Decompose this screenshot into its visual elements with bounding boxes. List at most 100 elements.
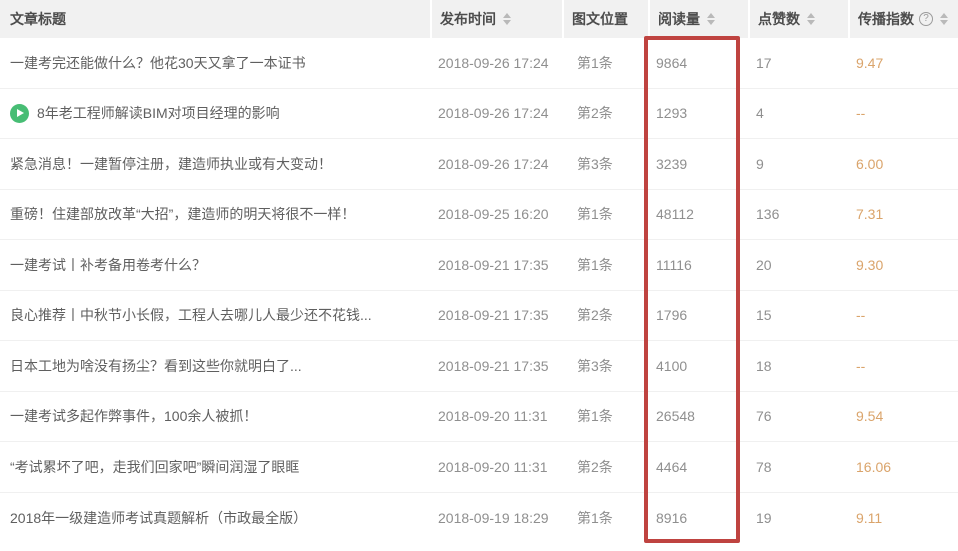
column-header-publish-time[interactable]: 发布时间 [430, 0, 562, 38]
position-cell: 第1条 [562, 240, 648, 290]
reads-cell: 4464 [648, 442, 748, 492]
spread-index-value: 9.54 [856, 408, 884, 425]
position: 第1条 [577, 256, 613, 273]
column-header-reads[interactable]: 阅读量 [648, 0, 748, 38]
position-cell: 第2条 [562, 442, 648, 492]
likes-value: 19 [756, 509, 772, 526]
article-title-cell: 紧急消息！一建暂停注册，建造师执业或有大变动！ [0, 139, 430, 189]
column-header-title: 文章标题 [0, 0, 430, 38]
spread-index-value: 6.00 [856, 155, 884, 172]
position: 第3条 [577, 357, 613, 374]
table-row: 一建考完还能做什么？他花30天又拿了一本证书 2018-09-26 17:24 … [0, 38, 958, 89]
sort-down-caret-icon [807, 20, 815, 25]
spread-index-cell: 9.47 [848, 38, 958, 88]
article-title[interactable]: “考试累坏了吧，走我们回家吧”瞬间润湿了眼眶 [10, 458, 300, 475]
position-cell: 第1条 [562, 392, 648, 442]
publish-time-cell: 2018-09-26 17:24 [430, 89, 562, 139]
reads-cell: 3239 [648, 139, 748, 189]
spread-index-value: 9.30 [856, 256, 884, 273]
likes-value: 15 [756, 307, 772, 324]
sort-down-caret-icon [707, 20, 715, 25]
position: 第1条 [577, 408, 613, 425]
article-title-cell: 良心推荐丨中秋节小长假，工程人去哪儿人最少还不花钱... [0, 291, 430, 341]
position-cell: 第2条 [562, 291, 648, 341]
article-title-cell: 2018年一级建造师考试真题解析（市政最全版） [0, 493, 430, 544]
position-cell: 第3条 [562, 139, 648, 189]
reads-cell: 48112 [648, 190, 748, 240]
publish-time-cell: 2018-09-19 18:29 [430, 493, 562, 544]
sort-icon[interactable] [707, 13, 715, 25]
position: 第1条 [577, 54, 613, 71]
spread-index-value: 9.11 [856, 509, 883, 526]
likes-value: 78 [756, 458, 772, 475]
publish-time-cell: 2018-09-25 16:20 [430, 190, 562, 240]
column-header-position-label: 图文位置 [572, 11, 628, 27]
reads-cell: 4100 [648, 341, 748, 391]
article-title[interactable]: 日本工地为啥没有扬尘？看到这些你就明白了... [10, 357, 302, 374]
spread-index-cell: -- [848, 291, 958, 341]
spread-index-value: 9.47 [856, 54, 884, 71]
article-title[interactable]: 一建考完还能做什么？他花30天又拿了一本证书 [10, 54, 306, 71]
sort-icon[interactable] [503, 13, 511, 25]
article-title-cell: 一建考试多起作弊事件，100余人被抓！ [0, 392, 430, 442]
article-title[interactable]: 一建考试多起作弊事件，100余人被抓！ [10, 408, 258, 425]
likes-cell: 18 [748, 341, 848, 391]
spread-index-cell: 9.54 [848, 392, 958, 442]
position-cell: 第2条 [562, 89, 648, 139]
likes-cell: 9 [748, 139, 848, 189]
likes-value: 9 [756, 155, 764, 172]
spread-index-cell: -- [848, 341, 958, 391]
spread-index-value: -- [856, 307, 866, 324]
article-title[interactable]: 一建考试丨补考备用卷考什么？ [10, 256, 206, 273]
spread-index-value: 16.06 [856, 458, 892, 475]
likes-cell: 136 [748, 190, 848, 240]
likes-cell: 20 [748, 240, 848, 290]
reads-cell: 26548 [648, 392, 748, 442]
likes-cell: 4 [748, 89, 848, 139]
likes-value: 136 [756, 206, 780, 223]
reads-cell: 1293 [648, 89, 748, 139]
position-cell: 第1条 [562, 493, 648, 544]
table-body: 一建考完还能做什么？他花30天又拿了一本证书 2018-09-26 17:24 … [0, 38, 958, 543]
sort-icon[interactable] [940, 13, 948, 25]
sort-icon[interactable] [807, 13, 815, 25]
spread-index-cell: 16.06 [848, 442, 958, 492]
article-title[interactable]: 8年老工程师解读BIM对项目经理的影响 [37, 105, 280, 122]
position-cell: 第1条 [562, 38, 648, 88]
position-cell: 第3条 [562, 341, 648, 391]
column-header-likes-label: 点赞数 [758, 11, 800, 27]
table-row: “考试累坏了吧，走我们回家吧”瞬间润湿了眼眶 2018-09-20 11:31 … [0, 442, 958, 493]
article-title[interactable]: 良心推荐丨中秋节小长假，工程人去哪儿人最少还不花钱... [10, 307, 372, 324]
reads-value: 8916 [656, 509, 688, 526]
table-row: 一建考试丨补考备用卷考什么？ 2018-09-21 17:35 第1条 1111… [0, 240, 958, 291]
publish-time: 2018-09-26 17:24 [438, 155, 549, 172]
article-title-cell: 8年老工程师解读BIM对项目经理的影响 [0, 89, 430, 139]
article-title[interactable]: 紧急消息！一建暂停注册，建造师执业或有大变动！ [10, 155, 332, 172]
article-title-cell: “考试累坏了吧，走我们回家吧”瞬间润湿了眼眶 [0, 442, 430, 492]
sort-up-caret-icon [807, 13, 815, 18]
position-cell: 第1条 [562, 190, 648, 240]
help-icon[interactable]: ? [919, 12, 933, 26]
reads-value: 4100 [656, 357, 688, 374]
spread-index-cell: 6.00 [848, 139, 958, 189]
publish-time: 2018-09-20 11:31 [438, 458, 548, 475]
column-header-spread-index[interactable]: 传播指数 ? [848, 0, 958, 38]
position: 第3条 [577, 155, 613, 172]
article-title[interactable]: 2018年一级建造师考试真题解析（市政最全版） [10, 509, 308, 526]
sort-up-caret-icon [707, 13, 715, 18]
table-row: 8年老工程师解读BIM对项目经理的影响 2018-09-26 17:24 第2条… [0, 89, 958, 139]
column-header-spread-index-label: 传播指数 [858, 11, 914, 27]
reads-value: 3239 [656, 155, 688, 172]
reads-value: 4464 [656, 458, 688, 475]
likes-cell: 15 [748, 291, 848, 341]
spread-index-value: 7.31 [856, 206, 884, 223]
publish-time-cell: 2018-09-21 17:35 [430, 291, 562, 341]
reads-cell: 11116 [648, 240, 748, 290]
publish-time: 2018-09-19 18:29 [438, 509, 549, 526]
table-row: 紧急消息！一建暂停注册，建造师执业或有大变动！ 2018-09-26 17:24… [0, 139, 958, 190]
reads-value: 11116 [656, 256, 692, 273]
article-title[interactable]: 重磅！住建部放改革“大招”，建造师的明天将很不一样！ [10, 206, 356, 223]
column-header-publish-time-label: 发布时间 [440, 11, 496, 27]
column-header-likes[interactable]: 点赞数 [748, 0, 848, 38]
reads-cell: 8916 [648, 493, 748, 544]
